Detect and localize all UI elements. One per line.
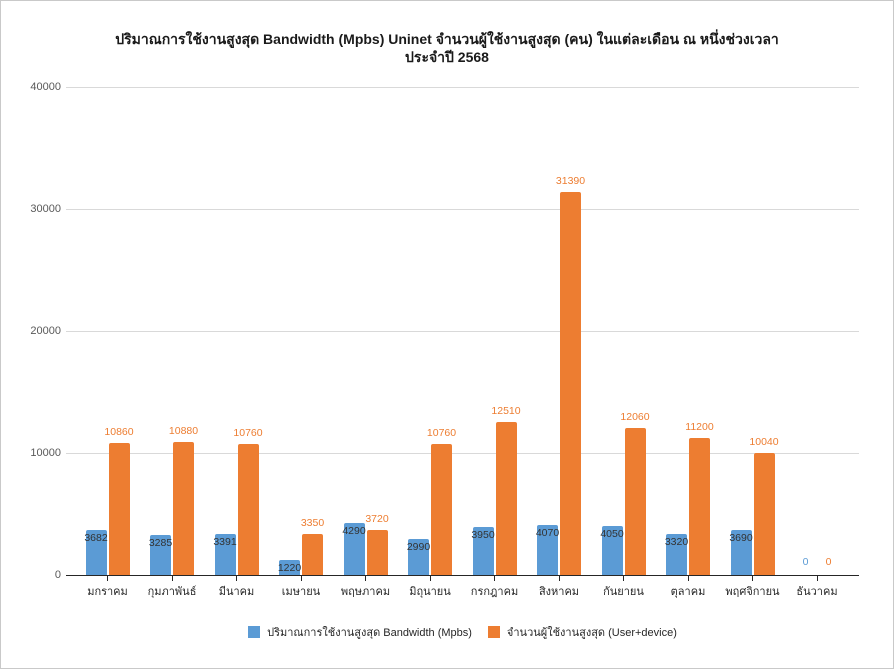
x-axis-category-label: มิถุนายน: [409, 586, 451, 598]
value-label-users: 10880: [168, 425, 199, 438]
value-label-users: 31390: [555, 175, 586, 188]
bar-users: [237, 443, 259, 575]
y-axis-tick-label: 20000: [30, 325, 61, 337]
gridline: [66, 331, 859, 332]
legend-label-users: จำนวนผู้ใช้งานสูงสุด (User+device): [506, 627, 677, 639]
x-axis-category-label: กรกฎาคม: [470, 586, 519, 598]
bar-users: [431, 443, 452, 575]
value-label-bandwidth: 2990: [406, 540, 431, 553]
bar-users: [753, 452, 775, 575]
value-label-bandwidth: 3285: [148, 536, 173, 549]
bar-bandwidth: [537, 525, 558, 575]
value-label-users: 0: [825, 556, 832, 568]
x-axis-tick: [752, 576, 753, 581]
bar-bandwidth: [85, 530, 107, 575]
legend: ปริมาณการใช้งานสูงสุด Bandwidth (Mpbs) จ…: [66, 623, 859, 641]
bar-bandwidth: [666, 534, 687, 575]
y-axis-tick-label: 40000: [30, 81, 61, 93]
bar-bandwidth: [601, 525, 623, 575]
value-label-bandwidth: 0: [802, 556, 809, 568]
legend-swatch-users-icon: [487, 626, 500, 638]
x-axis-line: [66, 575, 859, 576]
bar-bandwidth: [730, 529, 752, 575]
gridline: [66, 87, 859, 88]
bar-bandwidth: [408, 538, 429, 575]
x-axis-category-label: กุมภาพันธ์: [147, 586, 197, 598]
value-label-bandwidth: 4290: [342, 524, 366, 537]
legend-item-bandwidth: ปริมาณการใช้งานสูงสุด Bandwidth (Mpbs): [248, 623, 472, 641]
value-label-bandwidth: 3320: [664, 536, 689, 549]
x-axis-category-label: มกราคม: [87, 586, 128, 598]
x-axis-category-label: พฤศจิกายน: [725, 586, 780, 598]
x-axis-category-label: มีนาคม: [218, 586, 255, 598]
x-axis-tick: [494, 576, 495, 581]
bar-users: [173, 442, 194, 575]
x-axis-tick: [558, 576, 560, 581]
x-axis-tick: [365, 576, 366, 581]
bar-users: [560, 192, 581, 575]
x-axis-tick: [816, 576, 818, 581]
x-axis-category-label: ธันวาคม: [796, 586, 838, 598]
value-label-users: 12060: [620, 410, 650, 423]
bar-users: [624, 427, 646, 575]
bar-bandwidth: [214, 533, 236, 575]
value-label-users: 11200: [685, 421, 714, 434]
gridline: [66, 209, 859, 210]
value-label-users: 10860: [104, 425, 134, 438]
bar-bandwidth: [343, 522, 365, 575]
value-label-users: 10760: [426, 426, 457, 439]
x-axis-category-label: เมษายน: [281, 586, 321, 598]
bar-users: [366, 529, 388, 575]
legend-item-users: จำนวนผู้ใช้งานสูงสุด (User+device): [487, 623, 677, 641]
x-axis-tick: [107, 576, 108, 581]
legend-label-bandwidth: ปริมาณการใช้งานสูงสุด Bandwidth (Mpbs): [267, 627, 472, 639]
bar-users: [689, 438, 710, 575]
value-label-bandwidth: 3950: [471, 528, 495, 541]
bar-bandwidth: [472, 526, 494, 575]
x-axis-category-label: กันยายน: [603, 586, 644, 598]
value-label-bandwidth: 4050: [600, 527, 624, 540]
value-label-users: 3350: [300, 517, 325, 530]
x-axis-category-label: ตุลาคม: [670, 586, 706, 598]
y-axis-tick-label: 0: [54, 569, 61, 581]
value-label-bandwidth: 1220: [277, 562, 302, 575]
legend-swatch-bandwidth-icon: [248, 626, 261, 638]
value-label-bandwidth: 3690: [729, 531, 753, 544]
value-label-bandwidth: 4070: [535, 527, 560, 540]
bar-bandwidth: [150, 534, 171, 575]
x-axis-tick: [429, 576, 431, 581]
chart-title-line1: ปริมาณการใช้งานสูงสุด Bandwidth (Mpbs) U…: [115, 31, 779, 47]
x-axis-tick: [171, 576, 173, 581]
chart-title: ปริมาณการใช้งานสูงสุด Bandwidth (Mpbs) U…: [1, 30, 893, 66]
x-axis-tick: [687, 576, 689, 581]
bar-users: [302, 534, 323, 575]
x-axis-tick: [300, 576, 302, 581]
value-label-bandwidth: 3682: [84, 532, 108, 545]
bar-users: [108, 442, 130, 575]
chart-title-line2: ประจำปี 2568: [405, 49, 489, 65]
bar-users: [495, 422, 517, 575]
value-label-users: 10040: [749, 435, 779, 448]
value-label-users: 10760: [233, 426, 263, 439]
value-label-users: 12510: [491, 405, 521, 418]
x-axis-category-label: พฤษภาคม: [340, 586, 391, 598]
gridline: [66, 453, 859, 454]
value-label-users: 3720: [365, 512, 389, 525]
y-axis-tick-label: 30000: [30, 203, 61, 215]
x-axis-category-label: สิงหาคม: [538, 586, 580, 598]
bar-bandwidth: [279, 560, 300, 575]
x-axis-tick: [236, 576, 237, 581]
value-label-bandwidth: 3391: [213, 535, 237, 548]
x-axis-tick: [623, 576, 624, 581]
y-axis-tick-label: 10000: [30, 447, 61, 459]
